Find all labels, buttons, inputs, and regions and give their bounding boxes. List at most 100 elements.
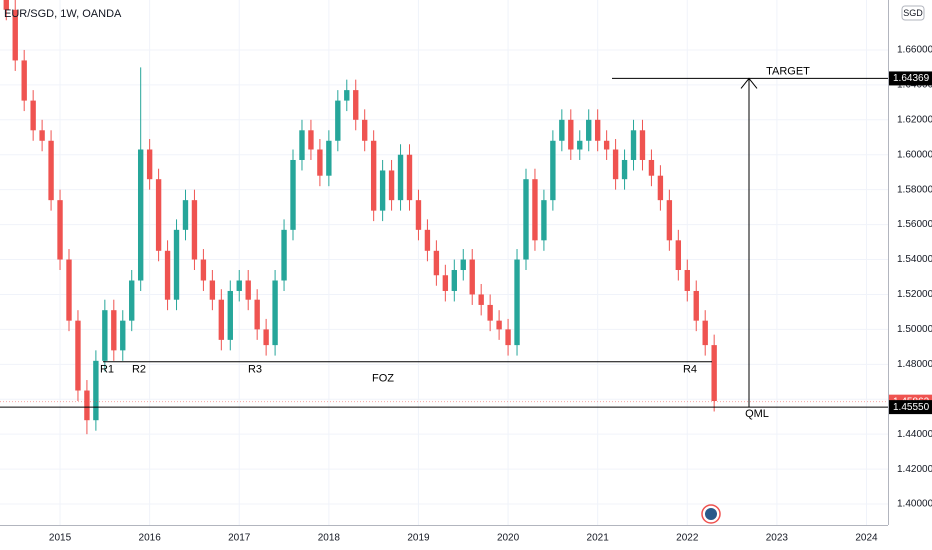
candle-body <box>559 119 565 141</box>
candle-body <box>433 250 440 276</box>
candle-body <box>48 140 54 201</box>
candle-body <box>532 179 538 241</box>
qml-label: QML <box>745 408 769 420</box>
candle-body <box>586 119 592 141</box>
candle-body <box>648 159 655 176</box>
event-icon[interactable] <box>701 504 721 524</box>
y-tick-label: 1.44000 <box>897 429 932 440</box>
candle-body <box>75 320 81 391</box>
candle-body <box>621 159 628 180</box>
y-tick-label: 1.62000 <box>897 114 932 125</box>
candle-body <box>397 154 404 201</box>
candle-body <box>639 130 646 160</box>
candle-body <box>200 259 207 281</box>
x-tick-label: 2023 <box>766 533 789 544</box>
candle-body <box>30 100 36 131</box>
candle-body <box>155 179 162 251</box>
candle-body <box>308 130 314 150</box>
x-tick-label: 2020 <box>497 533 520 544</box>
annotations: FOZ TARGET QML R1 R2 R3 R4 <box>0 65 888 420</box>
y-tick-label: 1.58000 <box>897 184 932 195</box>
candle-body <box>173 229 180 300</box>
y-tick-label: 1.60000 <box>897 149 932 160</box>
candle-body <box>594 119 601 141</box>
x-tick-label: 2016 <box>139 533 162 544</box>
candle-body <box>550 140 556 201</box>
candle-body <box>290 159 296 230</box>
candle-body <box>469 259 475 295</box>
candle-body <box>415 200 422 230</box>
candle-body <box>137 149 144 281</box>
currency-label[interactable]: SGD <box>903 8 923 18</box>
candle-body <box>129 280 135 321</box>
candle-body <box>281 229 287 281</box>
candle-body <box>568 119 574 150</box>
candle-body <box>227 290 233 340</box>
target-price-text: 1.64369 <box>893 73 930 84</box>
candle-body <box>496 320 502 330</box>
candle-body <box>66 259 72 321</box>
x-tick-label: 2022 <box>676 533 699 544</box>
target-label: TARGET <box>766 65 810 77</box>
candle-body <box>353 90 359 120</box>
candle-body <box>460 259 466 271</box>
grid <box>0 0 888 525</box>
candle-body <box>3 0 9 10</box>
candle-body <box>57 200 63 260</box>
candles <box>3 0 717 435</box>
foz-label: FOZ <box>372 373 394 385</box>
y-tick-label: 1.50000 <box>897 324 932 335</box>
chart-title: EUR/SGD, 1W, OANDA <box>4 8 122 20</box>
candle-body <box>406 154 413 201</box>
candle-body <box>344 90 350 101</box>
candle-body <box>666 200 673 241</box>
candle-body <box>630 130 637 160</box>
y-tick-label: 1.54000 <box>897 254 932 265</box>
candle-body <box>84 390 90 421</box>
y-tick-label: 1.40000 <box>897 499 932 510</box>
candle-body <box>675 240 682 271</box>
candle-body <box>478 294 484 305</box>
support-label: R4 <box>683 364 697 376</box>
x-tick-label: 2019 <box>407 533 430 544</box>
candle-body <box>362 119 368 141</box>
candle-body <box>191 200 198 260</box>
candle-body <box>442 275 449 291</box>
qml-price-text: 1.45550 <box>893 402 930 413</box>
candle-body <box>379 170 386 211</box>
x-tick-label: 2024 <box>855 533 878 544</box>
candle-body <box>272 280 278 346</box>
candle-body <box>218 299 225 340</box>
y-tick-label: 1.42000 <box>897 464 932 475</box>
candle-body <box>299 130 305 160</box>
candle-body <box>146 149 153 180</box>
candle-body <box>684 270 690 291</box>
candle-body <box>164 250 171 300</box>
target-price-box <box>889 71 932 86</box>
y-tick-label: 1.52000 <box>897 289 932 300</box>
y-tick-label: 1.66000 <box>897 45 932 56</box>
candle-body <box>254 299 260 330</box>
event-icon-inner[interactable] <box>705 508 717 520</box>
x-tick-label: 2018 <box>318 533 341 544</box>
x-tick-label: 2021 <box>587 533 610 544</box>
candle-body <box>326 140 332 176</box>
candle-body <box>102 310 108 361</box>
candle-body <box>487 304 493 321</box>
candle-body <box>93 360 99 421</box>
candle-body <box>657 175 664 201</box>
candle-body <box>317 149 323 176</box>
candle-body <box>111 310 117 351</box>
candle-body <box>370 140 377 211</box>
candle-body <box>514 259 520 346</box>
currency-box[interactable] <box>901 5 925 21</box>
support-label: R2 <box>132 364 146 376</box>
candle-body <box>541 200 547 241</box>
candle-body <box>505 329 511 346</box>
x-tick-label: 2017 <box>228 533 251 544</box>
candle-body <box>182 200 189 230</box>
candle-body <box>523 179 529 260</box>
qml-price-box <box>889 400 932 415</box>
candle-body <box>577 140 583 150</box>
